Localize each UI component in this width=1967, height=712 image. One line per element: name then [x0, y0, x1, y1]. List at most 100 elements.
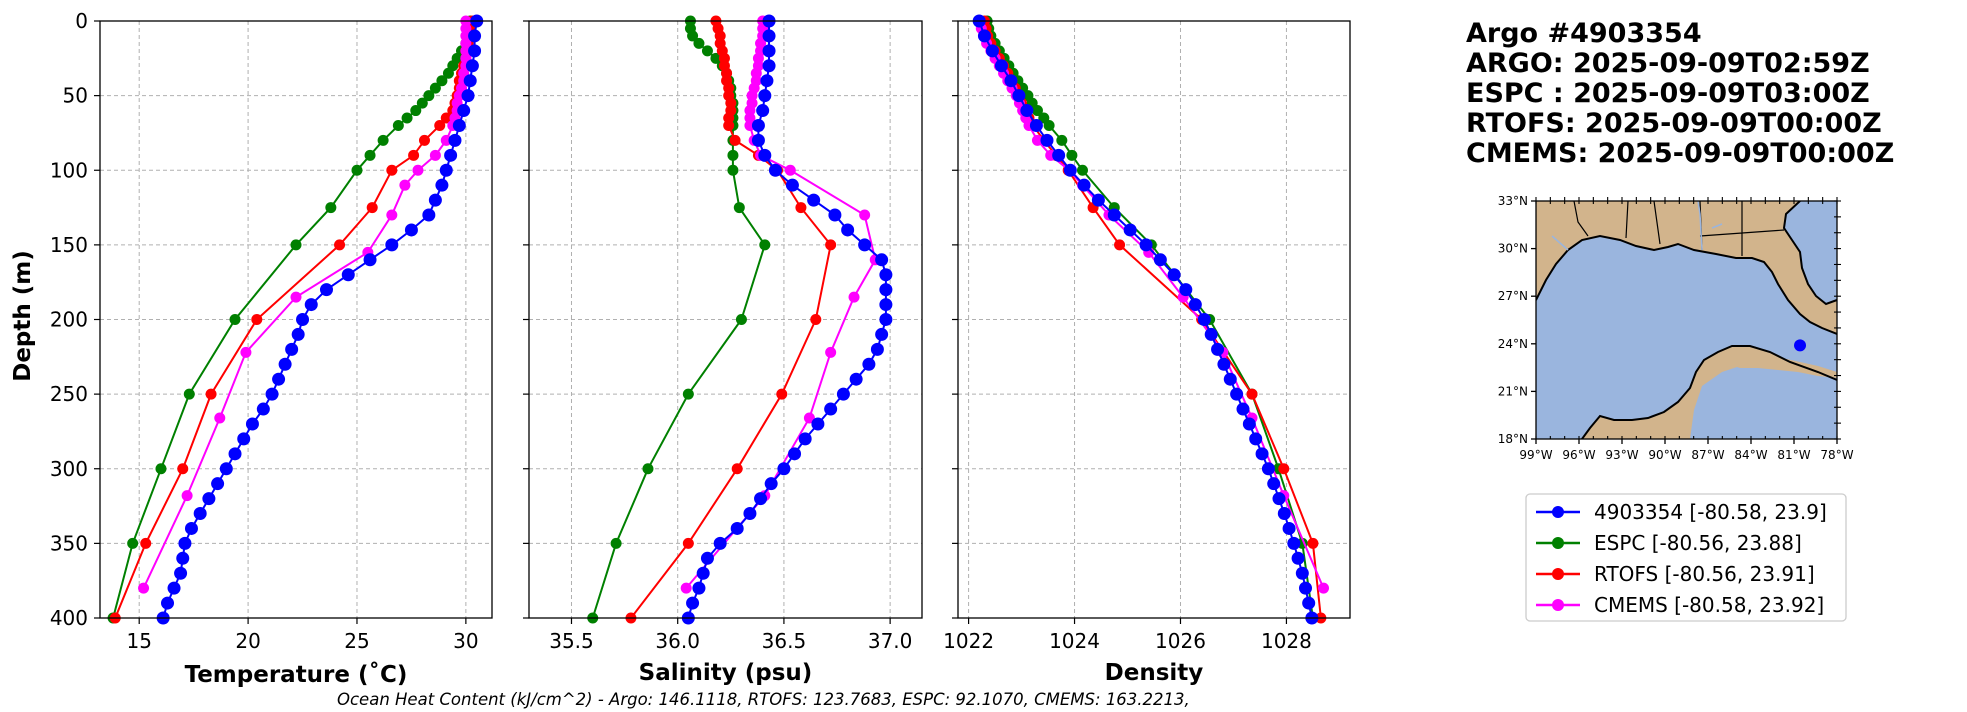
temperature-rtofs-point [440, 112, 452, 124]
salinity-argo-point [692, 581, 706, 595]
salinity-cmems-point [680, 582, 692, 594]
density-argo-point [1282, 521, 1296, 535]
salinity-argo-point [824, 402, 838, 416]
salinity-cmems-point [859, 209, 871, 221]
temperature-cmems-point [240, 346, 252, 358]
density-argo-point [1267, 477, 1281, 491]
salinity-argo-point [807, 193, 821, 207]
temperature-espc-point [410, 105, 422, 117]
density-panel: 1022 1024 1026 1028 Density [943, 14, 1351, 686]
temperature-rtofs-point [334, 239, 346, 251]
density-espc-point [1076, 164, 1088, 176]
salinity-argo-point [858, 238, 872, 252]
salinity-rtofs-point [825, 239, 837, 251]
salinity-xtick-label: 35.5 [549, 629, 594, 653]
temperature-argo-point [193, 507, 207, 521]
salinity-argo-point [764, 477, 778, 491]
temperature-argo-point [167, 581, 181, 595]
salinity-argo-point [836, 387, 850, 401]
density-argo-point [1223, 372, 1237, 386]
salinity-argo-point [785, 178, 799, 192]
legend-entry-label: ESPC [-80.56, 23.88] [1594, 531, 1802, 555]
salinity-espc-point [642, 463, 654, 475]
salinity-xtick-label: 36.0 [655, 629, 700, 653]
temperature-argo-point [228, 447, 242, 461]
temperature-argo-point [272, 372, 286, 386]
temperature-rtofs-point [386, 164, 398, 176]
depth-tick-label: 150 [50, 233, 88, 257]
salinity-axis-title: Salinity (psu) [639, 660, 813, 686]
map-lat-label: 30°N [1498, 242, 1528, 256]
salinity-argo-point [756, 104, 770, 118]
density-argo-point [1063, 163, 1077, 177]
map-lat-label: 21°N [1498, 384, 1528, 398]
density-rtofs-point [1114, 239, 1126, 251]
density-argo-point [1077, 178, 1091, 192]
salinity-argo-point [760, 74, 774, 88]
salinity-argo-point [841, 223, 855, 237]
density-argo-point [1204, 327, 1218, 341]
legend-swatch-marker [1552, 599, 1564, 611]
map-lat-label: 33°N [1498, 194, 1528, 208]
depth-tick-label: 350 [50, 531, 88, 555]
salinity-argo-point [768, 163, 782, 177]
temperature-argo-point [435, 178, 449, 192]
temperature-cmems-point [399, 179, 411, 191]
depth-tick-label: 400 [50, 606, 88, 630]
map-caribbean-water [1690, 362, 1837, 439]
map-lon-label: 78°W [1820, 448, 1853, 462]
temperature-espc-point [183, 388, 195, 400]
density-argo-point [994, 59, 1008, 73]
temperature-rtofs-point [418, 134, 430, 146]
map-lon-label: 87°W [1691, 448, 1724, 462]
salinity-espc-point [610, 537, 622, 549]
density-argo-point [1029, 118, 1043, 132]
salinity-argo-point [730, 521, 744, 535]
temperature-espc-point [429, 82, 441, 94]
density-argo-point [1020, 104, 1034, 118]
info-argo-id: Argo #4903354 [1466, 18, 1702, 49]
salinity-xtick-label: 36.5 [762, 629, 807, 653]
salinity-espc-point [701, 45, 713, 57]
temperature-rtofs-point [408, 149, 420, 161]
info-espc-time: ESPC : 2025-09-09T03:00Z [1466, 78, 1870, 109]
temperature-argo-point [457, 104, 471, 118]
temperature-espc-point [436, 75, 448, 87]
temperature-argo-point [291, 327, 305, 341]
salinity-argo-point [828, 208, 842, 222]
map-lat-label: 18°N [1498, 432, 1528, 446]
salinity-rtofs-point [795, 202, 807, 214]
temperature-argo-point [278, 357, 292, 371]
salinity-argo-point [758, 148, 772, 162]
temperature-argo-point [237, 432, 251, 446]
depth-tick-label: 100 [50, 158, 88, 182]
density-cmems-point [1318, 582, 1330, 594]
salinity-argo-point [686, 596, 700, 610]
salinity-rtofs-point [776, 388, 788, 400]
salinity-cmems-point [848, 291, 860, 303]
temperature-argo-point [385, 238, 399, 252]
depth-tick-label: 0 [75, 9, 88, 33]
temperature-cmems-point [440, 134, 452, 146]
density-xtick-label: 1024 [1049, 629, 1100, 653]
salinity-rtofs-point [723, 119, 735, 131]
salinity-argo-point [875, 253, 889, 267]
density-argo-point [1261, 462, 1275, 476]
temperature-espc-point [364, 149, 376, 161]
temperature-argo-point [319, 283, 333, 297]
temperature-argo-point [245, 417, 259, 431]
density-argo-point [1211, 342, 1225, 356]
map-lon-label: 93°W [1605, 448, 1638, 462]
salinity-argo-point [713, 536, 727, 550]
salinity-argo-point [849, 372, 863, 386]
temperature-argo-point [178, 536, 192, 550]
density-argo-point [1188, 298, 1202, 312]
temperature-cmems-point [138, 582, 150, 594]
temperature-argo-point [296, 313, 310, 326]
density-argo-point [1287, 536, 1301, 550]
depth-tick-label: 50 [63, 84, 88, 108]
legend-entry-label: RTOFS [-80.56, 23.91] [1594, 562, 1815, 586]
temperature-argo-point [219, 462, 233, 476]
salinity-espc-point [687, 30, 699, 42]
salinity-espc-point [710, 52, 722, 64]
